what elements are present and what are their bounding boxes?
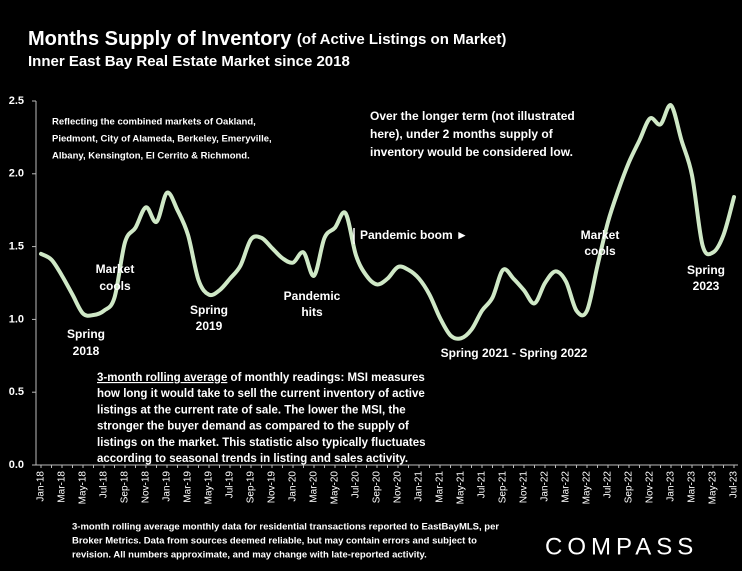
x-tick-label: May-20 bbox=[330, 471, 341, 505]
footnote: 3-month rolling average monthly data for… bbox=[72, 522, 499, 533]
x-tick-label: Jan-19 bbox=[162, 471, 173, 502]
annotation: Over the longer term (not illustrated bbox=[370, 109, 575, 123]
title-note: (of Active Listings on Market) bbox=[297, 31, 506, 48]
x-tick-label: Jul-23 bbox=[729, 471, 740, 499]
annotation: Spring bbox=[67, 327, 105, 341]
y-tick-label: 0.5 bbox=[9, 386, 24, 398]
annotation: Pandemic bbox=[284, 289, 341, 303]
annotation: Spring bbox=[190, 303, 228, 317]
x-tick-label: May-23 bbox=[708, 471, 719, 505]
x-tick-label: Jul-19 bbox=[225, 471, 236, 499]
annotation: here), under 2 months supply of bbox=[370, 127, 554, 141]
logo: COMPASS bbox=[545, 533, 698, 560]
x-tick-label: Mar-23 bbox=[687, 471, 698, 503]
x-tick-label: Nov-19 bbox=[267, 471, 278, 504]
note-text: of monthly readings: MSI measures bbox=[227, 372, 424, 384]
x-tick-label: Mar-22 bbox=[561, 471, 572, 503]
x-tick-label: Jul-20 bbox=[351, 471, 362, 499]
x-tick-label: May-21 bbox=[456, 471, 467, 505]
series-line bbox=[39, 103, 736, 341]
annotation: 2023 bbox=[693, 279, 720, 293]
x-tick-label: Sep-18 bbox=[120, 471, 131, 504]
annotation: Albany, Kensington, El Cerrito & Richmon… bbox=[52, 151, 250, 162]
annotation: inventory would be considered low. bbox=[370, 145, 573, 159]
y-tick-label: 0.0 bbox=[9, 459, 24, 471]
note: listings at the current rate of sale. Th… bbox=[97, 404, 406, 416]
y-tick-label: 2.5 bbox=[9, 95, 24, 107]
x-tick-label: Jan-20 bbox=[288, 471, 299, 502]
x-tick-label: Mar-20 bbox=[309, 471, 320, 503]
annotation: Spring bbox=[687, 263, 725, 277]
x-tick-label: May-19 bbox=[204, 471, 215, 505]
annotation: Pandemic boom ► bbox=[360, 228, 468, 242]
x-tick-label: Mar-18 bbox=[57, 471, 68, 503]
x-tick-label: Mar-19 bbox=[183, 471, 194, 503]
y-tick-label: 2.0 bbox=[9, 168, 24, 180]
note: stronger the buyer demand as compared to… bbox=[97, 421, 409, 433]
annotation: Market bbox=[581, 228, 620, 242]
x-tick-label: Nov-22 bbox=[645, 471, 656, 504]
x-tick-label: Sep-20 bbox=[372, 471, 383, 504]
annotation: 2019 bbox=[196, 319, 223, 333]
x-tick-label: May-22 bbox=[582, 471, 593, 505]
footnote: revision. All numbers approximate, and m… bbox=[72, 550, 427, 561]
note: how long it would take to sell the curre… bbox=[97, 388, 425, 400]
annotation: cools bbox=[584, 244, 616, 258]
x-tick-label: Jul-18 bbox=[99, 471, 110, 499]
x-tick-label: Jan-21 bbox=[414, 471, 425, 502]
x-tick-label: Sep-21 bbox=[498, 471, 509, 504]
x-tick-label: Jul-21 bbox=[477, 471, 488, 499]
x-tick-label: Sep-19 bbox=[246, 471, 257, 504]
footnote: Broker Metrics. Data from sources deemed… bbox=[72, 536, 477, 547]
annotation: hits bbox=[301, 305, 323, 319]
annotation: Reflecting the combined markets of Oakla… bbox=[52, 117, 256, 128]
note: listings on the market. This statistic a… bbox=[97, 437, 425, 449]
note: 3-month rolling average of monthly readi… bbox=[97, 372, 425, 384]
annotation: Spring 2021 - Spring 2022 bbox=[441, 346, 588, 360]
x-tick-label: Jan-22 bbox=[540, 471, 551, 502]
x-tick-label: Jul-22 bbox=[603, 471, 614, 499]
y-tick-label: 1.0 bbox=[9, 313, 24, 325]
x-tick-label: Jan-18 bbox=[36, 471, 47, 502]
title-main: Months Supply of Inventory bbox=[28, 28, 292, 50]
annotation: 2018 bbox=[73, 344, 100, 358]
annotation: Piedmont, City of Alameda, Berkeley, Eme… bbox=[52, 134, 272, 145]
x-tick-label: Mar-21 bbox=[435, 471, 446, 503]
x-tick-label: Nov-21 bbox=[519, 471, 530, 504]
note: according to seasonal trends in listing … bbox=[97, 453, 408, 465]
subtitle: Inner East Bay Real Estate Market since … bbox=[28, 53, 350, 70]
x-tick-label: Nov-18 bbox=[141, 471, 152, 504]
x-tick-label: Jan-23 bbox=[666, 471, 677, 502]
y-tick-label: 1.5 bbox=[9, 241, 24, 253]
chart-title: Months Supply of Inventory (of Active Li… bbox=[28, 28, 506, 50]
x-tick-label: May-18 bbox=[78, 471, 89, 505]
note-underlined: 3-month rolling average bbox=[97, 372, 227, 384]
x-tick-label: Sep-22 bbox=[624, 471, 635, 504]
x-tick-label: Nov-20 bbox=[393, 471, 404, 504]
annotation: cools bbox=[99, 279, 131, 293]
annotation: Market bbox=[96, 262, 135, 276]
